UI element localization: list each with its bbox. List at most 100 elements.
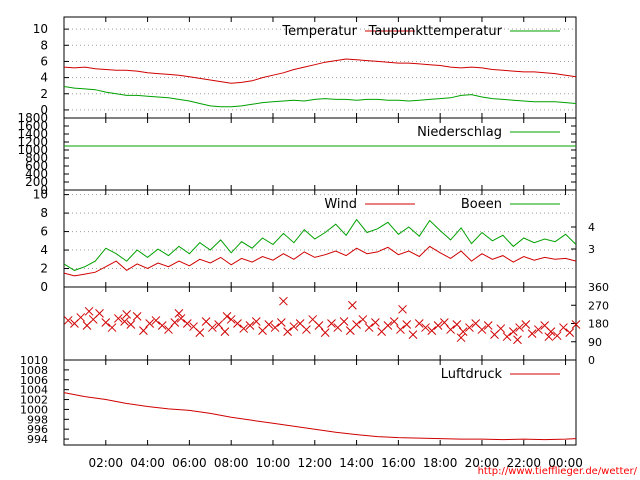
precipitation-legend-label-niederschlag: Niederschlag [417,125,502,140]
wind-direction-point [433,321,443,330]
wind-direction-point [465,323,474,332]
wind-direction-point [348,300,357,310]
temperature-legend-label-taupunkttemperatur: Taupunkttemperatur [368,24,503,39]
precipitation-y-tick-label: 1000 [17,143,48,157]
wind-direction-point [521,320,531,329]
wind-direction-point [458,327,468,336]
wind-direction-frame [63,286,577,361]
wind-direction-point [389,317,399,326]
wind-direction-point [283,327,292,336]
wind-y-tick-label: 10 [33,188,48,202]
wind-direction-point [239,324,249,333]
pressure-y-tick-label: 1004 [20,384,48,397]
wind-direction-point [76,313,86,322]
pressure-y-tick-label: 1010 [20,354,48,367]
wind-direction-point [421,323,430,332]
wind-direction-point [251,317,261,326]
wind-direction-point [279,296,288,306]
wind-direction-point [414,319,424,328]
x-tick-label: 16:00 [381,456,416,470]
temperature-series-taupunkttemperatur [63,86,577,108]
wind-direction-point [176,314,186,323]
wind-direction-point [546,327,556,336]
pressure-y-tick-label: 1006 [20,374,48,387]
wind-direction-point [320,328,330,337]
x-tick-label: 12:00 [297,456,332,470]
wind-direction-y2-tick-label: 180 [588,318,609,331]
wind-direction-point [270,323,280,332]
wind-direction-point [113,314,123,323]
precipitation-y-tick-label: 800 [25,151,48,165]
temperature-y-tick-label: 4 [40,71,48,85]
wind-direction-point [84,306,94,316]
wind-direction-point [151,316,161,325]
wind-direction-point [63,316,73,325]
temperature-panel: 0 2 4 6 8 10 Temperatur Taupunkttemperatur [33,16,577,119]
wind-direction-point [496,324,506,333]
wind-y-tick-label: 0 [40,280,48,294]
pressure-y-tick-label: 994 [27,433,48,446]
wind-direction-point [264,320,274,329]
wind-direction-point [314,321,324,330]
wind-series-wind [63,245,577,277]
wind-direction-point [364,323,374,332]
x-tick-label: 10:00 [256,456,291,470]
x-tick-label: 22:00 [506,456,541,470]
wind-direction-y2-tick-label: 360 [588,281,609,294]
wind-direction-point [289,322,299,331]
wind-direction-point [126,320,136,329]
temperature-y-tick-label: 8 [40,38,48,52]
x-tick-label: 06:00 [172,456,207,470]
precipitation-y-tick-label: 1200 [17,135,48,149]
credit-link[interactable]: http://www.tiefflieger.de/wetter/ [477,466,637,477]
wind-direction-point [446,325,455,334]
wind-direction-point [515,323,524,332]
temperature-series-temperatur [63,58,577,84]
wind-direction-point [358,315,368,324]
wind-direction-point [164,325,173,334]
wind-direction-point [513,335,522,345]
wind-direction-point [145,319,155,328]
wind-direction-point [222,312,232,321]
wind-direction-point [571,320,581,329]
temperature-y-tick-label: 2 [40,87,48,101]
temperature-frame [63,16,577,119]
x-tick-label: 02:00 [88,456,123,470]
wind-y2-tick-label: 3 [588,243,595,256]
pressure-y-tick-label: 1008 [20,364,48,377]
wind-direction-point [483,321,493,330]
wind-direction-point [477,325,487,334]
x-tick-label: 04:00 [130,456,165,470]
precipitation-y-tick-label: 0 [40,183,48,197]
wind-direction-point [402,320,412,329]
wind-direction-point [396,325,405,334]
x-tick-label: 20:00 [465,456,500,470]
x-tick-label: 18:00 [423,456,458,470]
wind-direction-panel: 0 90 180 270 360 [63,281,609,367]
wind-direction-point [174,309,184,318]
wind-direction-point [122,310,132,319]
wind-direction-point [220,327,230,336]
wind-direction-point [139,326,148,335]
wind-direction-point [408,330,418,340]
wind-series-boeen [63,218,577,271]
pressure-y-tick-label: 1002 [20,394,48,407]
precipitation-y-tick-label: 600 [25,159,48,173]
precipitation-y-tick-label: 200 [25,175,48,189]
temperature-legend-label-temperatur: Temperatur [281,24,357,39]
pressure-frame [63,359,577,446]
wind-direction-point [182,319,192,328]
pressure-y-tick-label: 998 [27,413,48,426]
pressure-series-luftdruck [63,392,577,441]
wind-direction-point [214,320,223,329]
wind-direction-point [439,318,449,327]
wind-direction-point [352,320,361,329]
wind-direction-point [233,319,242,328]
wind-direction-point [508,327,518,336]
wind-direction-point [427,326,437,335]
wind-direction-point [120,317,129,326]
wind-y2-tick-label: 4 [588,221,595,234]
